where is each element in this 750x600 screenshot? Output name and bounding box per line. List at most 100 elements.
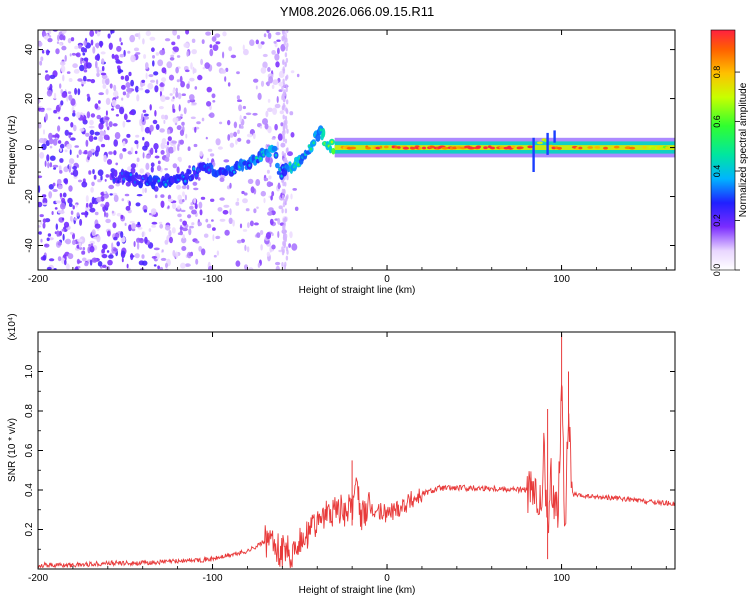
noise-speckle <box>101 248 105 254</box>
noise-speckle <box>177 205 181 210</box>
noise-speckle <box>38 225 42 228</box>
noise-speckle <box>232 219 235 227</box>
noise-speckle <box>145 154 151 159</box>
noise-speckle <box>180 81 186 88</box>
ridge-mark <box>210 164 214 170</box>
noise-speckle <box>283 188 286 194</box>
noise-speckle <box>108 121 113 128</box>
noise-speckle <box>69 149 72 156</box>
noise-speckle <box>196 121 201 125</box>
ridge-mark <box>187 169 192 175</box>
noise-speckle <box>274 103 281 109</box>
ridge-mark <box>274 153 278 157</box>
noise-speckle <box>176 125 182 131</box>
ridge-mark <box>266 152 272 158</box>
noise-speckle <box>105 212 109 218</box>
noise-speckle <box>149 124 154 132</box>
colorbar-tick-label: 0.6 <box>712 115 722 128</box>
noise-speckle <box>151 47 155 52</box>
noise-speckle <box>171 41 176 46</box>
noise-speckle <box>49 145 53 149</box>
noise-speckle <box>282 78 285 84</box>
ridge-mark <box>489 146 496 150</box>
noise-speckle <box>253 78 259 83</box>
noise-speckle <box>75 52 81 58</box>
noise-speckle <box>108 184 115 190</box>
ridge-mark <box>629 146 636 150</box>
x-tick-label: 100 <box>553 274 570 285</box>
noise-speckle <box>168 229 172 237</box>
noise-speckle <box>277 133 283 141</box>
noise-speckle <box>197 177 201 181</box>
noise-speckle <box>283 41 286 47</box>
noise-speckle <box>224 76 227 82</box>
noise-speckle <box>287 151 293 157</box>
noise-speckle <box>112 91 119 97</box>
noise-speckle <box>197 74 203 81</box>
noise-speckle <box>120 75 125 80</box>
noise-speckle <box>285 87 288 93</box>
noise-speckle <box>90 79 96 84</box>
noise-speckle <box>263 33 267 38</box>
noise-speckle <box>165 96 170 100</box>
noise-speckle <box>119 153 123 160</box>
noise-speckle <box>74 266 79 270</box>
noise-speckle <box>194 126 197 133</box>
noise-speckle <box>94 54 100 61</box>
noise-speckle <box>165 262 168 269</box>
noise-speckle <box>104 116 110 121</box>
noise-speckle <box>164 114 169 120</box>
noise-speckle <box>76 212 80 217</box>
noise-speckle <box>119 106 125 115</box>
noise-speckle <box>156 79 159 85</box>
noise-speckle <box>38 41 43 47</box>
noise-speckle <box>72 110 76 114</box>
noise-speckle <box>68 185 73 192</box>
noise-speckle <box>81 250 86 255</box>
noise-speckle <box>42 32 47 37</box>
noise-speckle <box>197 221 202 227</box>
noise-speckle <box>245 208 250 212</box>
noise-speckle <box>249 220 254 227</box>
noise-speckle <box>268 76 273 84</box>
noise-speckle <box>53 92 57 100</box>
noise-speckle <box>247 222 250 229</box>
noise-speckle <box>165 153 170 158</box>
noise-speckle <box>158 106 164 110</box>
noise-speckle <box>138 87 144 91</box>
noise-speckle <box>296 73 300 78</box>
noise-speckle <box>134 140 139 145</box>
noise-speckle <box>90 187 94 193</box>
ridge-mark <box>259 157 262 161</box>
noise-speckle <box>153 71 159 76</box>
noise-speckle <box>127 50 131 54</box>
noise-speckle <box>92 169 95 175</box>
noise-speckle <box>101 58 105 65</box>
noise-speckle <box>274 53 280 61</box>
noise-speckle <box>214 33 221 38</box>
noise-speckle <box>53 167 57 170</box>
noise-speckle <box>83 40 87 47</box>
noise-speckle <box>128 200 131 207</box>
noise-speckle <box>283 152 287 158</box>
noise-speckle <box>78 149 82 155</box>
noise-speckle <box>54 207 58 210</box>
noise-speckle <box>91 181 95 187</box>
ridge-mark <box>527 145 533 149</box>
y-tick-label: 20 <box>24 93 35 105</box>
noise-speckle <box>115 182 120 187</box>
noise-speckle <box>286 30 289 34</box>
noise-speckle <box>290 132 295 138</box>
noise-speckle <box>185 133 188 139</box>
noise-speckle <box>55 48 60 55</box>
noise-speckle <box>289 111 294 116</box>
noise-speckle <box>211 219 214 222</box>
noise-speckle <box>219 177 225 182</box>
noise-speckle <box>164 157 170 162</box>
noise-speckle <box>212 227 216 231</box>
noise-speckle <box>68 203 73 207</box>
noise-speckle <box>244 244 247 251</box>
noise-speckle <box>117 60 123 64</box>
snr-ylabel: SNR (10 * v/v) <box>7 418 18 482</box>
